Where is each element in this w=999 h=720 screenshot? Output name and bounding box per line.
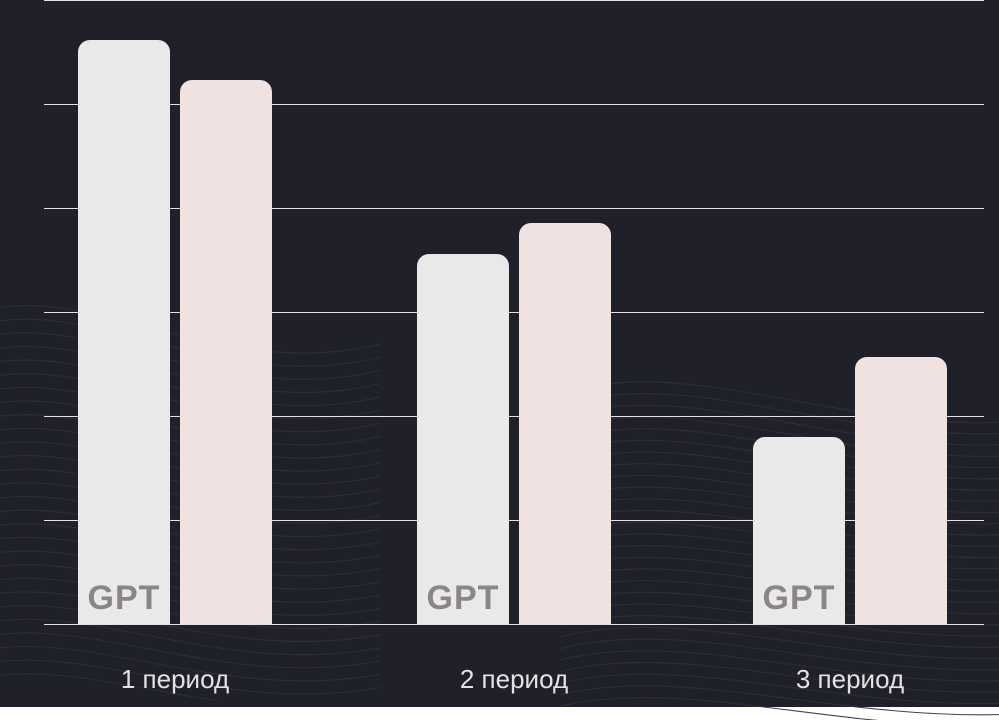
bar-series-a: GPT [417, 254, 509, 624]
bar-series-a: GPT [78, 40, 170, 624]
bar-series-b [180, 80, 272, 624]
x-axis-label: 2 период [460, 664, 568, 695]
plot-area: GPT GPT GPT [44, 0, 984, 624]
bar-series-a: GPT [753, 437, 845, 624]
bar-inset-label: GPT [417, 579, 509, 618]
bar-inset-label: GPT [753, 579, 845, 618]
x-axis-label: 1 период [121, 664, 229, 695]
bar-inset-label: GPT [78, 579, 170, 618]
bar-series-b [855, 357, 947, 624]
x-axis-label: 3 период [796, 664, 904, 695]
gridline [44, 0, 984, 1]
x-axis: 1 период 2 период 3 период [44, 624, 984, 707]
chart-stage: GPT GPT GPT 1 период 2 период 3 период [0, 0, 999, 707]
bar-series-b [519, 223, 611, 624]
